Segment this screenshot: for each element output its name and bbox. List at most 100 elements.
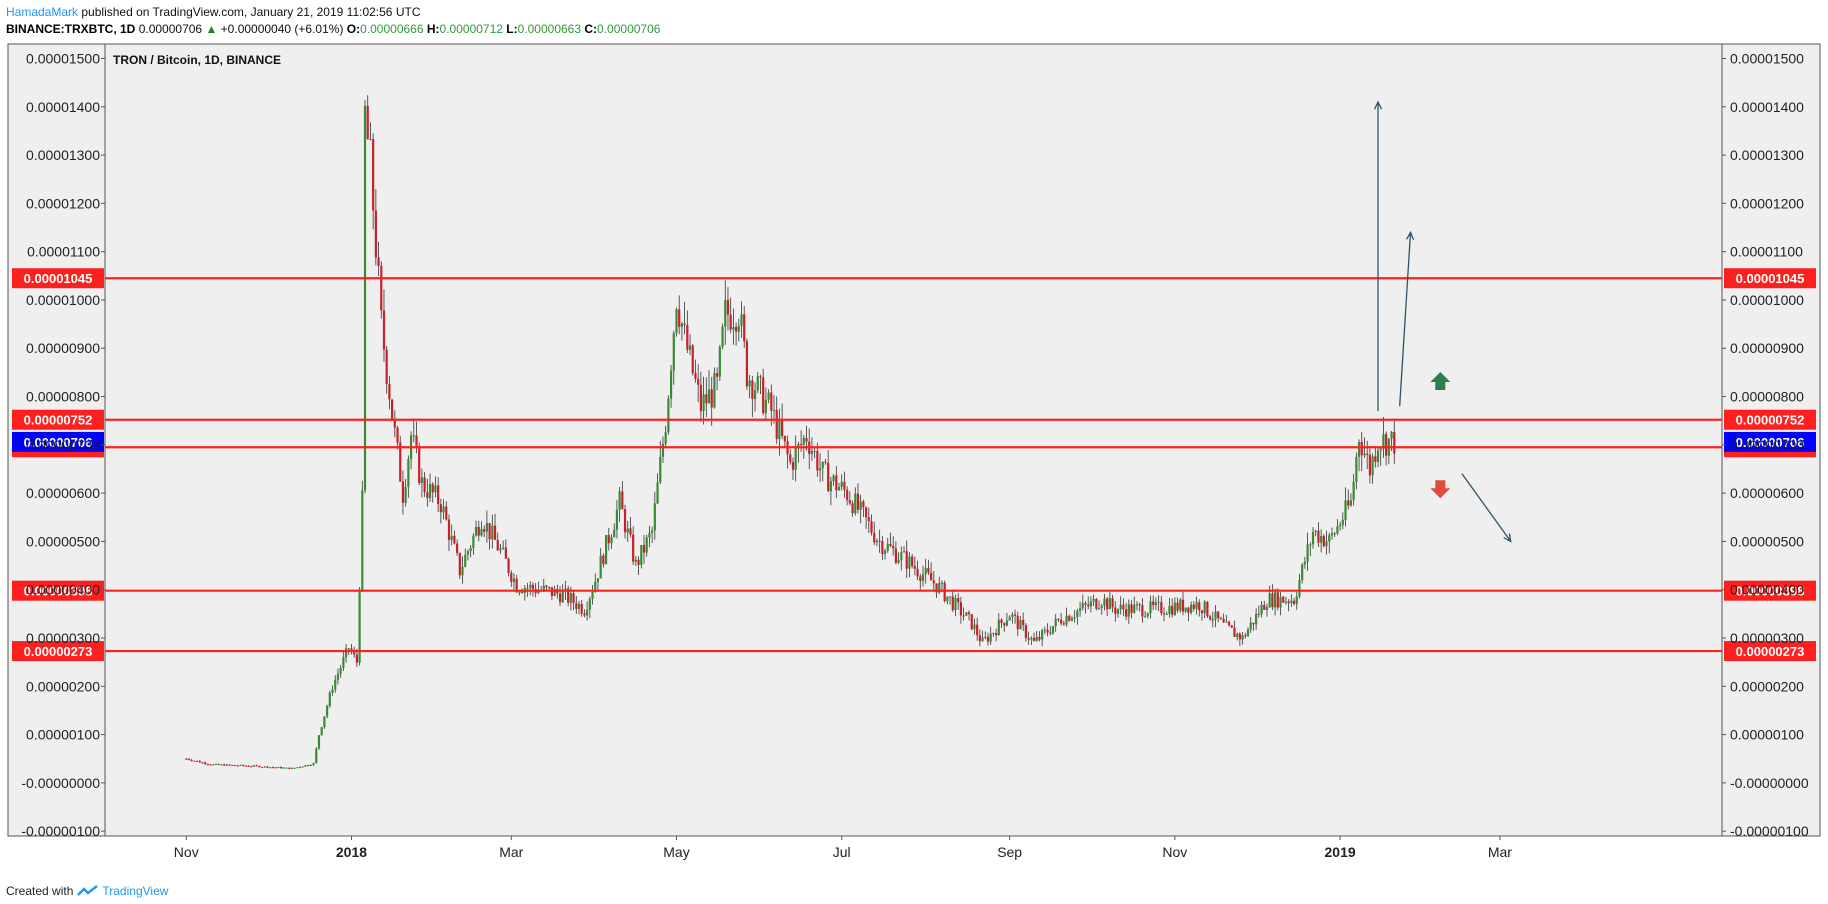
candle xyxy=(745,338,749,390)
candle xyxy=(986,632,990,646)
candle-body xyxy=(366,105,369,139)
levels-layer: 0.00001045 0.00001045 0.00000752 0.00000752… xyxy=(12,268,1816,662)
candle-body xyxy=(1268,593,1271,608)
candle xyxy=(1135,601,1139,611)
candle xyxy=(859,494,862,524)
chart-footer: Created with TradingView xyxy=(6,884,168,898)
candle-body xyxy=(1317,530,1320,543)
candle-body xyxy=(1252,622,1255,625)
candle-body xyxy=(290,767,293,769)
candle xyxy=(718,344,721,382)
candle xyxy=(881,536,884,561)
candle-body xyxy=(775,409,778,440)
tradingview-link[interactable]: TradingView xyxy=(77,884,168,898)
candle-body xyxy=(989,633,992,642)
x-tick-label: Nov xyxy=(1162,844,1187,860)
candle-body xyxy=(1290,600,1293,604)
candle-body xyxy=(970,614,973,630)
candle xyxy=(407,455,410,498)
candle xyxy=(840,474,843,491)
candle-body xyxy=(1027,637,1030,640)
candle-body xyxy=(840,481,843,488)
candle-body xyxy=(1100,605,1103,609)
candle xyxy=(1008,615,1011,621)
candle-body xyxy=(1054,618,1057,627)
candle-body xyxy=(1116,609,1120,614)
candle-body xyxy=(439,504,442,513)
candle xyxy=(1043,626,1046,635)
candle xyxy=(951,590,954,612)
candle xyxy=(1314,529,1317,537)
candle-body xyxy=(753,390,757,399)
candle xyxy=(1295,591,1298,610)
y-tick-label-right: 0.00001100 xyxy=(1730,244,1803,260)
candle-body xyxy=(1309,544,1312,546)
candle xyxy=(502,540,505,551)
candle xyxy=(512,573,516,592)
candle xyxy=(423,472,426,497)
candle-body xyxy=(1000,619,1003,624)
candle-body xyxy=(883,550,887,554)
candle-body xyxy=(561,591,564,603)
level-label-box-left xyxy=(12,268,104,289)
candle xyxy=(911,553,914,569)
candle-body xyxy=(1008,616,1011,621)
candle-body xyxy=(645,537,648,553)
candle xyxy=(1255,608,1258,630)
candle-body xyxy=(986,636,990,642)
candle xyxy=(285,767,288,769)
y-tick-label-right: 0.00000600 xyxy=(1730,485,1804,501)
candle xyxy=(380,261,383,319)
candle-body xyxy=(583,613,586,616)
candle-body xyxy=(431,484,434,493)
candle-body xyxy=(916,568,919,577)
candle xyxy=(420,468,423,498)
candle-body xyxy=(721,326,724,347)
candle xyxy=(908,552,911,578)
candle-body xyxy=(697,378,700,385)
candle-body xyxy=(374,210,377,258)
candle-body xyxy=(734,327,738,332)
candle-body xyxy=(1187,607,1190,613)
candle xyxy=(1287,599,1290,612)
candle xyxy=(1160,596,1163,616)
author-link[interactable]: HamadaMark xyxy=(6,5,79,19)
candle xyxy=(1057,618,1060,623)
candle xyxy=(1292,597,1296,606)
candle xyxy=(1217,611,1220,623)
y-tick-label-right: 0.00000400 xyxy=(1730,582,1804,598)
candle xyxy=(1179,597,1182,613)
y-tick-label-left: 0.00000100 xyxy=(26,727,100,743)
candle xyxy=(697,364,700,403)
candle xyxy=(1005,612,1009,627)
candle xyxy=(878,529,881,553)
candle-body xyxy=(705,394,708,404)
candle-body xyxy=(399,442,402,482)
candle xyxy=(797,441,800,463)
candle-body xyxy=(1225,621,1228,623)
candle xyxy=(642,535,646,564)
candle-body xyxy=(529,584,532,588)
candle-body xyxy=(288,767,291,769)
candle xyxy=(810,437,814,461)
candle-body xyxy=(567,588,570,603)
candle-body xyxy=(1097,608,1101,610)
candle xyxy=(667,395,670,435)
candle xyxy=(1271,584,1274,611)
x-tick-label: Mar xyxy=(1488,844,1512,860)
candle-body xyxy=(1282,596,1285,603)
current-price-label-left: 0.00000706 xyxy=(24,435,93,450)
candle-body xyxy=(461,566,464,576)
candle xyxy=(1038,631,1041,642)
candle xyxy=(1125,602,1128,621)
candle xyxy=(1076,609,1079,625)
candle xyxy=(469,545,472,558)
candle xyxy=(927,559,930,576)
candle xyxy=(288,767,291,770)
candle xyxy=(206,763,210,766)
candle xyxy=(1181,591,1185,616)
plot-area[interactable] xyxy=(104,43,1723,837)
candle-body xyxy=(621,491,624,510)
candle xyxy=(1027,631,1030,645)
